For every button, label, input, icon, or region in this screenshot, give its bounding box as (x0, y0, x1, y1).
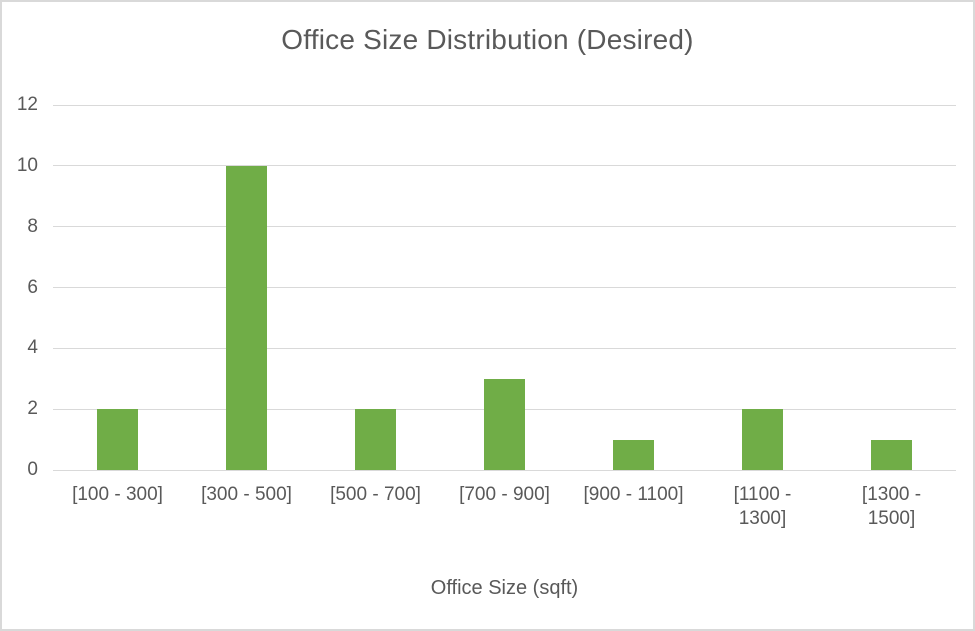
bar (871, 439, 912, 470)
x-tick-label: [1100 - 1300] (698, 483, 827, 531)
y-tick-label: 8 (27, 215, 38, 237)
x-tick-label-line: [300 - 500] (201, 484, 292, 505)
gridline (53, 469, 956, 471)
bar (613, 439, 654, 470)
y-tick-label: 4 (27, 337, 38, 359)
y-tick-label: 0 (27, 459, 38, 480)
gridline (53, 347, 956, 349)
y-tick-label: 2 (27, 398, 38, 420)
x-tick-label: [300 - 500] (182, 483, 311, 507)
x-tick-label-line: [1100 - (733, 484, 792, 505)
y-tick-label: 6 (27, 276, 38, 298)
x-axis-title: Office Size (sqft) (430, 577, 579, 599)
bar (355, 409, 396, 470)
x-tick-label-line: 1500] (867, 508, 916, 529)
x-tick-label: [700 - 900] (440, 483, 569, 507)
plot-area (53, 104, 956, 471)
bar (742, 409, 783, 470)
bar (484, 378, 525, 470)
gridline (53, 226, 956, 228)
y-tick-label: 10 (16, 154, 38, 176)
x-tick-label-line: [500 - 700] (330, 484, 421, 505)
x-tick-label: [500 - 700] (311, 483, 440, 507)
x-tick-label-line: [900 - 1100] (583, 484, 684, 505)
x-tick-label: [900 - 1100] (569, 483, 698, 507)
bar (97, 409, 138, 470)
x-tick-label-line: 1300] (738, 508, 787, 529)
bar (226, 165, 267, 470)
chart-title: Office Size Distribution (Desired) (281, 24, 694, 55)
x-tick-label-line: [100 - 300] (72, 484, 163, 505)
x-tick-label-line: [1300 - (861, 484, 922, 505)
gridline (53, 104, 956, 106)
gridline (53, 287, 956, 288)
x-tick-label-line: [700 - 900] (459, 484, 550, 505)
x-tick-label: [1300 - 1500] (827, 483, 956, 531)
x-tick-label: [100 - 300] (53, 483, 182, 507)
gridline (53, 165, 956, 167)
y-tick-label: 12 (16, 94, 38, 115)
